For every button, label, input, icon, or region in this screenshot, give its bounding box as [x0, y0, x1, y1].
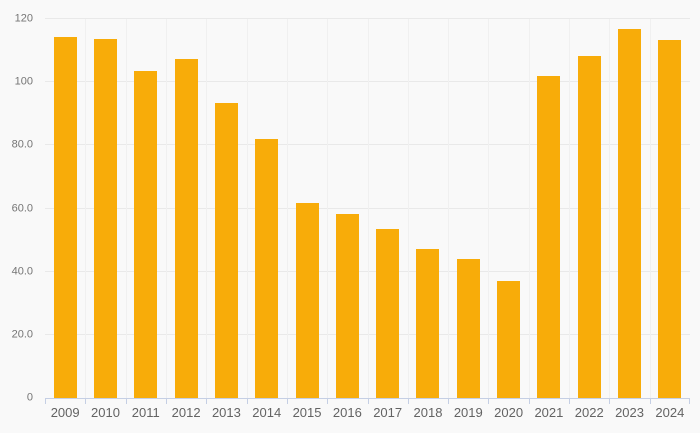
- v-gridline: [649, 19, 651, 398]
- bar-2019: [456, 259, 480, 398]
- x-axis-tick: [327, 398, 329, 404]
- x-axis-label-2014: 2014: [252, 405, 282, 420]
- x-axis-label-2011: 2011: [131, 405, 160, 420]
- v-gridline: [125, 19, 127, 398]
- x-axis-tick: [125, 398, 127, 404]
- x-axis-tick: [367, 398, 369, 404]
- bar-2018: [416, 248, 440, 398]
- x-axis-label-2013: 2013: [211, 405, 241, 420]
- x-axis-label-2022: 2022: [574, 405, 604, 420]
- x-axis-label-2019: 2019: [453, 405, 483, 420]
- bar-2016: [335, 214, 359, 398]
- x-axis-tick: [689, 398, 690, 404]
- x-axis-tick: [165, 398, 167, 404]
- x-axis-tick: [206, 398, 208, 404]
- x-axis-label-2015: 2015: [292, 405, 322, 420]
- x-axis-tick: [407, 398, 409, 404]
- bar-2015: [295, 203, 319, 398]
- bar-2022: [577, 56, 601, 398]
- x-axis-label-2023: 2023: [615, 405, 644, 420]
- y-axis-tick-label: 20.0: [11, 328, 33, 341]
- x-axis-label-2016: 2016: [332, 405, 362, 420]
- v-gridline: [407, 19, 409, 398]
- bar-2024: [658, 40, 682, 398]
- bar-2017: [376, 228, 400, 398]
- v-gridline: [85, 19, 87, 398]
- bar-2013: [214, 103, 238, 398]
- x-axis-label-2017: 2017: [373, 405, 403, 420]
- x-axis-label-2021: 2021: [534, 405, 564, 420]
- y-axis-tick-label: 0: [26, 391, 33, 404]
- bar-2023: [618, 29, 642, 398]
- v-gridline: [165, 19, 167, 398]
- x-axis-label-2018: 2018: [413, 405, 443, 420]
- y-axis-tick-label: 40.0: [11, 265, 33, 278]
- y-axis-tick-label: 120: [14, 12, 33, 25]
- bar-2011: [134, 71, 158, 398]
- x-axis-tick: [286, 398, 288, 404]
- bar-2012: [174, 59, 198, 398]
- v-gridline: [327, 19, 329, 398]
- x-axis-label-2012: 2012: [171, 405, 201, 420]
- v-gridline: [206, 19, 208, 398]
- x-axis-label-2010: 2010: [91, 405, 120, 420]
- v-gridline: [609, 19, 611, 398]
- x-axis-tick: [649, 398, 651, 404]
- x-axis-tick: [569, 398, 571, 404]
- v-gridline: [246, 19, 248, 398]
- x-axis-label-2009: 2009: [50, 405, 80, 420]
- h-gridline: [45, 18, 690, 19]
- v-gridline: [569, 19, 571, 398]
- bar-2010: [93, 38, 117, 398]
- x-axis-labels: 2009 2010 2011 2012 2013 2014 2015 2016 2017 2018…: [45, 402, 690, 424]
- y-axis-tick-label: 60.0: [11, 202, 33, 214]
- x-axis-tick: [45, 398, 46, 404]
- x-axis-tick: [609, 398, 611, 404]
- y-axis-tick-label: 100: [14, 75, 33, 88]
- x-axis-tick: [488, 398, 490, 404]
- y-axis-labels: 0 20.0 40.0 60.0 80.0 100 120: [0, 13, 33, 403]
- v-gridline: [488, 19, 490, 398]
- v-gridline: [448, 19, 450, 398]
- v-gridline: [286, 19, 288, 398]
- bar-2014: [255, 139, 279, 398]
- x-axis-label-2024: 2024: [655, 405, 685, 420]
- x-axis-label-2020: 2020: [494, 405, 524, 420]
- bar-2021: [537, 75, 561, 398]
- x-axis-tick: [528, 398, 530, 404]
- x-axis-tick: [85, 398, 87, 404]
- v-gridline: [528, 19, 530, 398]
- bar-2020: [497, 280, 521, 398]
- x-axis-tick: [246, 398, 248, 404]
- plot-area: [45, 18, 690, 404]
- y-axis-tick-label: 80.0: [11, 138, 33, 151]
- x-axis-tick: [448, 398, 450, 404]
- v-gridline: [367, 19, 369, 398]
- bar-2009: [53, 37, 77, 398]
